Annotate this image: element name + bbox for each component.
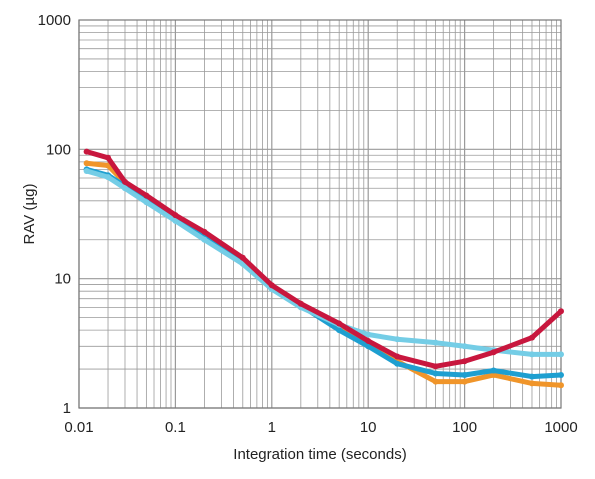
- series-line: [84, 168, 564, 357]
- data-point: [143, 199, 150, 206]
- data-point: [394, 360, 401, 367]
- data-point: [394, 353, 401, 360]
- x-tick-label: 1000: [544, 419, 577, 436]
- data-point: [365, 331, 372, 338]
- tick-labels: 0.01 0.1 1 10 100 1000 1 10 100 1000: [38, 12, 578, 436]
- y-tick-label: 10: [54, 271, 71, 288]
- data-point: [558, 371, 564, 378]
- data-point: [365, 337, 372, 344]
- data-point: [105, 174, 112, 181]
- data-point: [461, 358, 468, 365]
- data-point: [528, 334, 535, 341]
- data-point: [490, 371, 497, 378]
- x-tick-label: 100: [452, 419, 477, 436]
- data-point: [490, 367, 497, 374]
- series-line: [84, 149, 564, 369]
- data-point: [558, 308, 564, 315]
- data-point: [461, 378, 468, 385]
- data-point: [143, 192, 150, 199]
- series-2: [83, 168, 564, 358]
- data-point: [297, 300, 304, 307]
- data-point: [201, 228, 208, 235]
- data-point: [336, 320, 343, 327]
- data-point: [432, 339, 439, 346]
- data-point: [172, 212, 179, 219]
- series-3: [83, 148, 564, 370]
- data-point: [83, 160, 90, 167]
- data-point: [432, 370, 439, 377]
- x-tick-label: 0.1: [165, 419, 186, 436]
- data-point: [105, 154, 112, 161]
- data-point: [558, 351, 564, 358]
- x-tick-label: 1: [268, 419, 276, 436]
- x-tick-label: 10: [360, 419, 377, 436]
- data-point: [121, 185, 128, 192]
- data-point: [172, 217, 179, 224]
- data-point: [201, 236, 208, 243]
- data-point: [121, 178, 128, 185]
- data-point: [432, 378, 439, 385]
- data-point: [83, 168, 90, 174]
- data-point: [490, 349, 497, 356]
- data-point: [394, 336, 401, 343]
- data-point: [528, 373, 535, 380]
- data-point: [461, 343, 468, 350]
- x-axis-title: Integration time (seconds): [233, 446, 406, 463]
- data-point: [558, 382, 564, 389]
- data-point: [239, 254, 246, 261]
- series-layer: [83, 148, 564, 389]
- plot-frame: [78, 19, 562, 409]
- data-point: [268, 282, 275, 289]
- data-point: [461, 371, 468, 378]
- data-point: [528, 351, 535, 358]
- x-tick-label: 0.01: [64, 419, 93, 436]
- y-tick-label: 100: [46, 141, 71, 158]
- data-point: [365, 343, 372, 350]
- data-point: [83, 148, 90, 155]
- data-point: [432, 363, 439, 370]
- y-tick-label: 1000: [38, 12, 71, 29]
- y-axis-title: RAV (µg): [21, 184, 38, 245]
- y-tick-label: 1: [63, 400, 71, 417]
- data-point: [336, 327, 343, 334]
- data-point: [528, 380, 535, 387]
